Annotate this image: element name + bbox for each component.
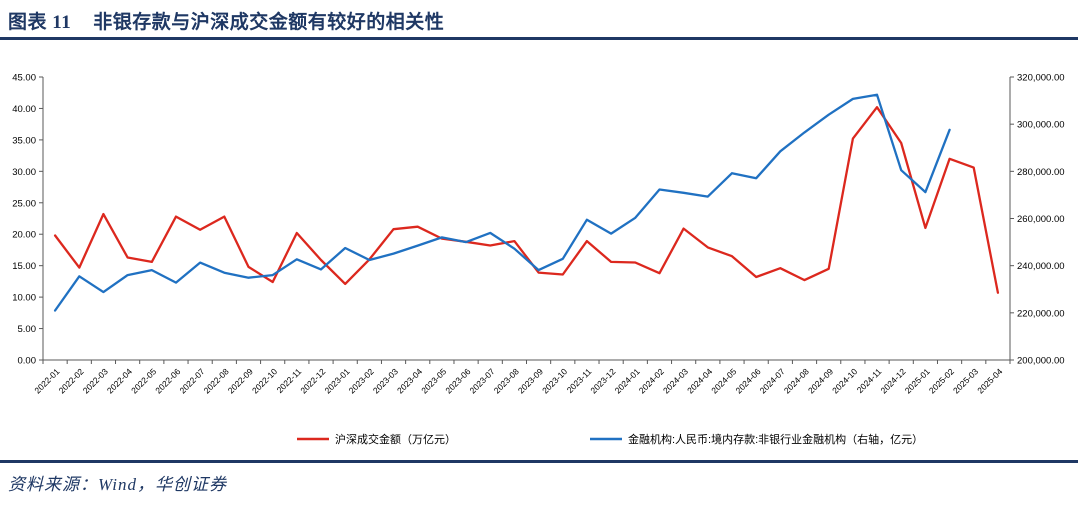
x-tick-label: 2024-06 xyxy=(733,366,762,395)
x-tick-label: 2024-01 xyxy=(613,366,642,395)
x-tick-label: 2023-10 xyxy=(540,366,569,395)
x-tick-label: 2024-12 xyxy=(878,366,907,395)
chart-legend: 沪深成交金额（万亿元） 金融机构:人民币:境内存款:非银行业金融机构（右轴，亿元） xyxy=(297,432,923,446)
y-axis-left: 0.00 5.00 10.00 15.00 20.00 25.00 30.00 35.00 40… xyxy=(12,73,43,367)
y-left-tick-label: 20.00 xyxy=(12,230,36,241)
legend-item-blue: 金融机构:人民币:境内存款:非银行业金融机构（右轴，亿元） xyxy=(590,432,923,446)
x-tick-label: 2024-04 xyxy=(685,366,714,395)
axes xyxy=(42,77,1011,361)
x-tick-label: 2025-04 xyxy=(975,366,1004,395)
x-tick-label: 2022-09 xyxy=(226,366,255,395)
title-underline xyxy=(0,37,1078,40)
y-left-tick-label: 0.00 xyxy=(18,356,37,367)
series-line-red xyxy=(53,106,1000,294)
y-right-tick-label: 280,000.00 xyxy=(1017,167,1065,178)
footer-divider xyxy=(0,460,1078,463)
y-left-tick-label: 15.00 xyxy=(12,261,36,272)
x-tick-label: 2024-05 xyxy=(709,366,738,395)
x-tick-label: 2022-03 xyxy=(81,366,110,395)
x-tick-label: 2023-02 xyxy=(347,366,376,395)
x-tick-label: 2023-06 xyxy=(443,366,472,395)
x-tick-label: 2025-02 xyxy=(927,366,956,395)
x-tick-label: 2023-07 xyxy=(468,366,497,395)
x-tick-label: 2022-01 xyxy=(32,366,61,395)
x-axis: 2022-012022-022022-032022-042022-052022-… xyxy=(32,360,1011,395)
x-tick-label: 2022-08 xyxy=(202,366,231,395)
x-tick-label: 2024-03 xyxy=(661,366,690,395)
x-tick-label: 2022-06 xyxy=(153,366,182,395)
x-tick-label: 2022-07 xyxy=(177,366,206,395)
x-tick-label: 2024-02 xyxy=(637,366,666,395)
y-left-tick-label: 10.00 xyxy=(12,293,36,304)
figure-number: 图表 11 xyxy=(8,12,72,33)
x-tick-label: 2023-03 xyxy=(371,366,400,395)
x-tick-label: 2023-04 xyxy=(395,366,424,395)
x-tick-label: 2024-10 xyxy=(830,366,859,395)
x-tick-label: 2023-01 xyxy=(322,366,351,395)
y-left-tick-label: 35.00 xyxy=(12,135,36,146)
y-axis-right: 200,000.00 220,000.00 240,000.00 260,000.00… xyxy=(1010,73,1065,367)
source-note: 资料来源：Wind，华创证券 xyxy=(8,475,227,494)
y-left-tick-label: 25.00 xyxy=(12,198,36,209)
x-tick-label: 2024-09 xyxy=(806,366,835,395)
y-left-tick-label: 5.00 xyxy=(18,324,37,335)
y-right-tick-label: 260,000.00 xyxy=(1017,214,1065,225)
legend-label: 沪深成交金额（万亿元） xyxy=(335,432,456,446)
x-tick-label: 2024-07 xyxy=(758,366,787,395)
y-left-tick-label: 45.00 xyxy=(12,73,36,84)
x-tick-label: 2023-05 xyxy=(419,366,448,395)
x-tick-label: 2022-12 xyxy=(298,366,327,395)
correlation-chart: 0.00 5.00 10.00 15.00 20.00 25.00 30.00 35.00 40… xyxy=(12,73,1065,447)
x-tick-label: 2022-10 xyxy=(250,366,279,395)
x-tick-label: 2022-05 xyxy=(129,366,158,395)
x-tick-label: 2022-02 xyxy=(57,366,86,395)
y-right-tick-label: 240,000.00 xyxy=(1017,261,1065,272)
x-tick-label: 2023-09 xyxy=(516,366,545,395)
x-tick-label: 2023-11 xyxy=(565,366,594,395)
y-right-tick-label: 200,000.00 xyxy=(1017,356,1065,367)
y-right-tick-label: 220,000.00 xyxy=(1017,308,1065,319)
legend-label: 金融机构:人民币:境内存款:非银行业金融机构（右轴，亿元） xyxy=(628,432,923,446)
x-tick-label: 2025-01 xyxy=(903,366,932,395)
figure-header: 图表 11 非银存款与沪深成交金额有较好的相关性 xyxy=(0,0,1078,34)
x-tick-label: 2025-03 xyxy=(951,366,980,395)
x-tick-label: 2022-11 xyxy=(275,366,304,395)
x-tick-label: 2022-04 xyxy=(105,366,134,395)
x-tick-label: 2024-11 xyxy=(855,366,884,395)
y-right-tick-label: 320,000.00 xyxy=(1017,73,1065,84)
x-tick-label: 2023-12 xyxy=(588,366,617,395)
y-left-tick-label: 40.00 xyxy=(12,104,36,115)
series-line-blue xyxy=(53,93,951,312)
x-tick-label: 2023-08 xyxy=(492,366,521,395)
y-right-tick-label: 300,000.00 xyxy=(1017,120,1065,131)
x-tick-label: 2024-08 xyxy=(782,366,811,395)
figure-title: 非银存款与沪深成交金额有较好的相关性 xyxy=(93,12,445,33)
legend-item-red: 沪深成交金额（万亿元） xyxy=(297,432,456,446)
y-left-tick-label: 30.00 xyxy=(12,167,36,178)
